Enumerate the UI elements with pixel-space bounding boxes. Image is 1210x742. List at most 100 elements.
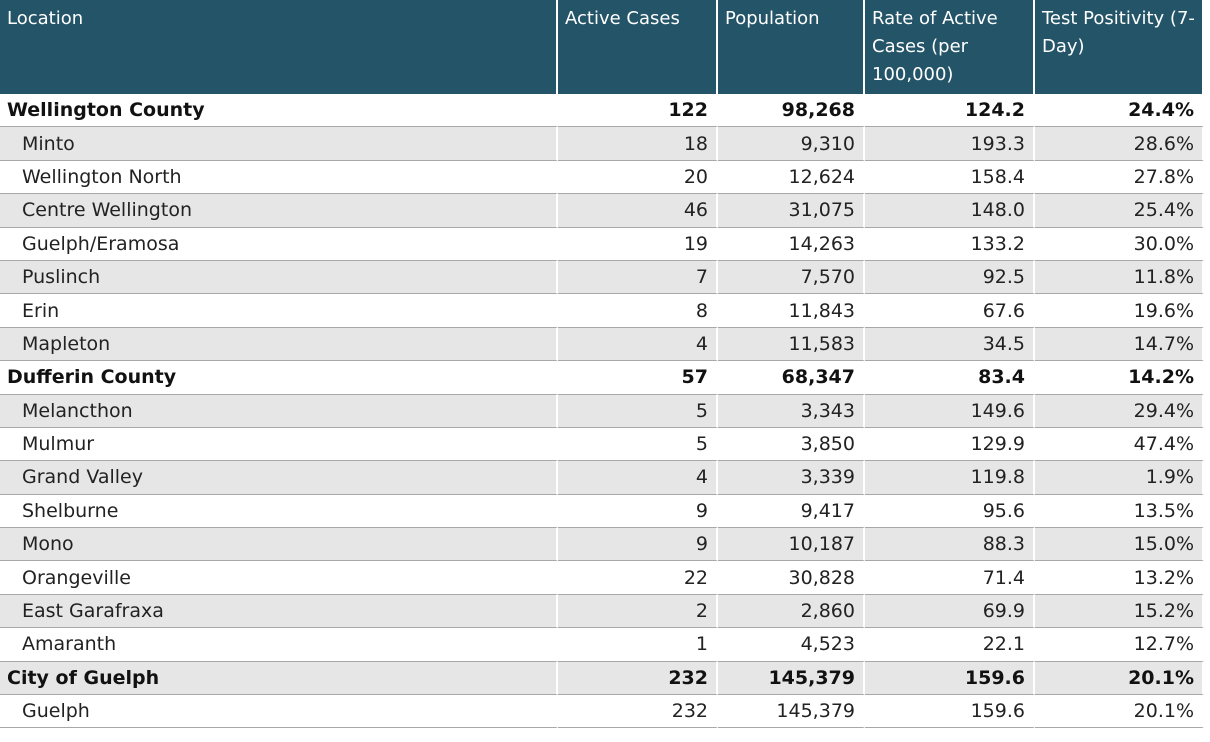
- row: Amaranth 1 4,523 22.1 12.7%: [0, 628, 1204, 662]
- value-cell: 4: [558, 461, 718, 495]
- location-cell: Mulmur: [0, 427, 558, 462]
- value-cell: 3,850: [718, 427, 865, 462]
- value-cell: 149.6: [865, 394, 1035, 428]
- value-cell: 47.4%: [1035, 427, 1204, 462]
- header-row: Location Active Cases Population Rate of Ac…: [0, 0, 1204, 94]
- row: Guelph/Eramosa 19 14,263 133.2 30.0%: [0, 227, 1204, 261]
- location-cell: Minto: [0, 127, 558, 161]
- value-cell: 12.7%: [1035, 628, 1204, 662]
- value-cell: 2,860: [718, 594, 865, 629]
- location-cell: Guelph: [0, 695, 558, 729]
- value-cell: 124.2: [865, 94, 1035, 128]
- value-cell: 159.6: [865, 661, 1035, 696]
- location-cell: Guelph/Eramosa: [0, 227, 558, 261]
- value-cell: 28.6%: [1035, 127, 1204, 161]
- value-cell: 29.4%: [1035, 394, 1204, 428]
- value-cell: 14.7%: [1035, 327, 1204, 362]
- value-cell: 15.0%: [1035, 528, 1204, 562]
- value-cell: 4: [558, 327, 718, 362]
- value-cell: 34.5: [865, 327, 1035, 362]
- value-cell: 98,268: [718, 94, 865, 128]
- group-row: City of Guelph 232 145,379 159.6 20.1%: [0, 661, 1204, 696]
- location-cell: Melancthon: [0, 394, 558, 428]
- location-cell: Orangeville: [0, 561, 558, 595]
- value-cell: 57: [558, 361, 718, 395]
- value-cell: 148.0: [865, 194, 1035, 228]
- value-cell: 232: [558, 695, 718, 729]
- row: Mulmur 5 3,850 129.9 47.4%: [0, 427, 1204, 462]
- value-cell: 14.2%: [1035, 361, 1204, 395]
- value-cell: 145,379: [718, 695, 865, 729]
- row: Erin 8 11,843 67.6 19.6%: [0, 294, 1204, 328]
- location-cell: Dufferin County: [0, 361, 558, 395]
- location-cell: Wellington County: [0, 94, 558, 128]
- value-cell: 1: [558, 628, 718, 662]
- row: Puslinch 7 7,570 92.5 11.8%: [0, 260, 1204, 295]
- location-cell: Grand Valley: [0, 461, 558, 495]
- value-cell: 2: [558, 594, 718, 629]
- value-cell: 71.4: [865, 561, 1035, 595]
- value-cell: 5: [558, 394, 718, 428]
- value-cell: 22.1: [865, 628, 1035, 662]
- value-cell: 7: [558, 260, 718, 295]
- location-cell: Mapleton: [0, 327, 558, 362]
- group-row: Dufferin County 57 68,347 83.4 14.2%: [0, 361, 1204, 395]
- value-cell: 119.8: [865, 461, 1035, 495]
- value-cell: 122: [558, 94, 718, 128]
- row: Shelburne 9 9,417 95.6 13.5%: [0, 494, 1204, 529]
- value-cell: 30.0%: [1035, 227, 1204, 261]
- location-cell: Puslinch: [0, 260, 558, 295]
- value-cell: 25.4%: [1035, 194, 1204, 228]
- row: Guelph 232 145,379 159.6 20.1%: [0, 695, 1204, 729]
- value-cell: 69.9: [865, 594, 1035, 629]
- row: Mono 9 10,187 88.3 15.0%: [0, 528, 1204, 562]
- value-cell: 9: [558, 494, 718, 529]
- value-cell: 7,570: [718, 260, 865, 295]
- value-cell: 9: [558, 528, 718, 562]
- value-cell: 46: [558, 194, 718, 228]
- value-cell: 5: [558, 427, 718, 462]
- value-cell: 232: [558, 661, 718, 696]
- value-cell: 1.9%: [1035, 461, 1204, 495]
- value-cell: 20.1%: [1035, 695, 1204, 729]
- value-cell: 18: [558, 127, 718, 161]
- value-cell: 11,583: [718, 327, 865, 362]
- location-cell: Amaranth: [0, 628, 558, 662]
- value-cell: 11,843: [718, 294, 865, 328]
- column-header: Location: [0, 0, 558, 94]
- value-cell: 20.1%: [1035, 661, 1204, 696]
- value-cell: 83.4: [865, 361, 1035, 395]
- value-cell: 92.5: [865, 260, 1035, 295]
- location-cell: Centre Wellington: [0, 194, 558, 228]
- value-cell: 4,523: [718, 628, 865, 662]
- value-cell: 31,075: [718, 194, 865, 228]
- value-cell: 8: [558, 294, 718, 328]
- row: Wellington North 20 12,624 158.4 27.8%: [0, 160, 1204, 195]
- value-cell: 95.6: [865, 494, 1035, 529]
- value-cell: 9,310: [718, 127, 865, 161]
- column-header: Rate of Active Cases (per 100,000): [865, 0, 1035, 94]
- value-cell: 13.5%: [1035, 494, 1204, 529]
- value-cell: 12,624: [718, 160, 865, 195]
- location-cell: Shelburne: [0, 494, 558, 529]
- row: East Garafraxa 2 2,860 69.9 15.2%: [0, 594, 1204, 629]
- value-cell: 13.2%: [1035, 561, 1204, 595]
- row: Mapleton 4 11,583 34.5 14.7%: [0, 327, 1204, 362]
- table-header: Location Active Cases Population Rate of Ac…: [0, 0, 1204, 94]
- value-cell: 20: [558, 160, 718, 195]
- row: Melancthon 5 3,343 149.6 29.4%: [0, 394, 1204, 428]
- value-cell: 159.6: [865, 695, 1035, 729]
- value-cell: 24.4%: [1035, 94, 1204, 128]
- value-cell: 68,347: [718, 361, 865, 395]
- value-cell: 15.2%: [1035, 594, 1204, 629]
- column-header: Test Positivity (7-Day): [1035, 0, 1204, 94]
- value-cell: 193.3: [865, 127, 1035, 161]
- value-cell: 3,343: [718, 394, 865, 428]
- value-cell: 10,187: [718, 528, 865, 562]
- group-row: Wellington County 122 98,268 124.2 24.4%: [0, 94, 1204, 128]
- row: Centre Wellington 46 31,075 148.0 25.4%: [0, 194, 1204, 228]
- value-cell: 19: [558, 227, 718, 261]
- location-cell: City of Guelph: [0, 661, 558, 696]
- value-cell: 19.6%: [1035, 294, 1204, 328]
- location-cell: Erin: [0, 294, 558, 328]
